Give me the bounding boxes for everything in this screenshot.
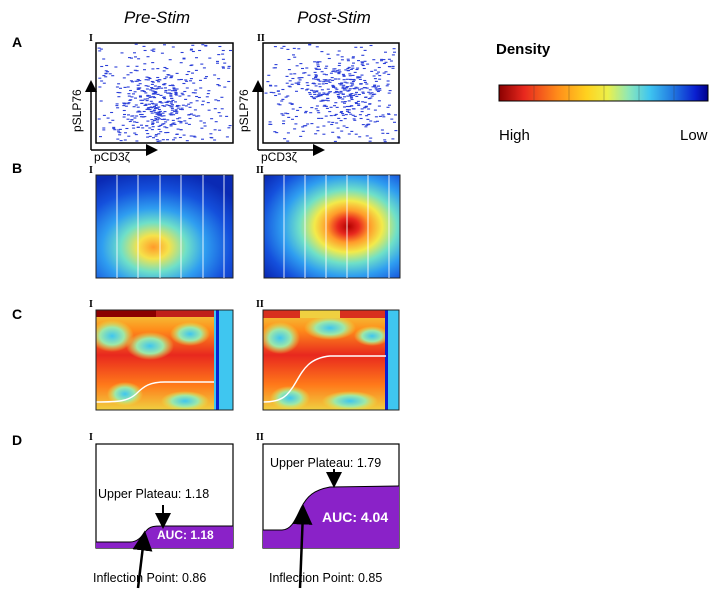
- column-header-post-stim: Post-Stim: [297, 8, 371, 27]
- row-d-sigmoid-plots: [95, 443, 400, 589]
- row-label-d: D: [12, 432, 23, 448]
- upper-plateau-label-pre: Upper Plateau: 1.18: [98, 487, 210, 501]
- inflection-point-label-pre: Inflection Point: 0.86: [93, 571, 207, 585]
- density-colorbar: [498, 84, 709, 102]
- panel-d-i-label: I: [89, 432, 93, 443]
- y-axis-label-post: pSLP76: [237, 89, 251, 132]
- column-header-pre-stim: Pre-Stim: [123, 8, 191, 27]
- legend-low-label: Low: [680, 127, 708, 144]
- row-label-c: C: [12, 306, 23, 322]
- row-label-a: A: [12, 34, 23, 50]
- x-axis-label-post: pCD3ζ: [261, 150, 297, 164]
- scatter-plot-pre-stim: [97, 43, 232, 142]
- x-axis-label-pre: pCD3ζ: [94, 150, 130, 164]
- legend-title: Density: [496, 41, 551, 58]
- row-a-axes: [85, 42, 400, 156]
- panel-d-ii-label: II: [256, 432, 264, 443]
- upper-plateau-label-post: Upper Plateau: 1.79: [270, 456, 382, 470]
- legend-high-label: High: [499, 127, 530, 144]
- y-axis-label-pre: pSLP76: [70, 89, 84, 132]
- row-label-b: B: [12, 160, 23, 176]
- inflection-point-label-post: Inflection Point: 0.85: [269, 571, 383, 585]
- scatter-plot-post-stim: [264, 43, 398, 143]
- panel-a-ii-label: II: [257, 33, 265, 44]
- row-c-normalized-heatmaps: [95, 309, 400, 411]
- panel-a-i-label: I: [89, 33, 93, 44]
- panel-c-ii-label: II: [256, 299, 264, 310]
- row-b-heatmaps: [95, 174, 401, 279]
- panel-b-ii-label: II: [256, 165, 264, 176]
- auc-label-pre: AUC: 1.18: [157, 528, 214, 542]
- panel-b-i-label: I: [89, 165, 93, 176]
- panel-c-i-label: I: [89, 299, 93, 310]
- auc-label-post: AUC: 4.04: [322, 509, 389, 525]
